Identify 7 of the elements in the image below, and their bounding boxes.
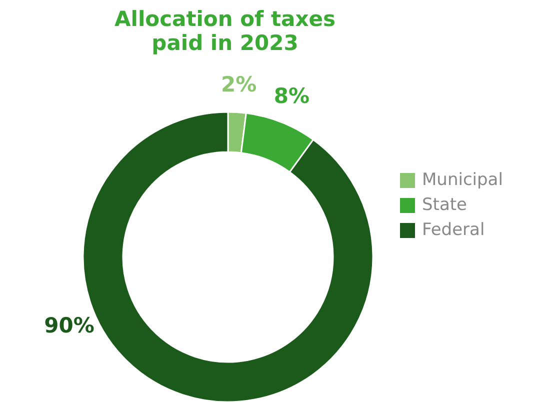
data-label: 90% — [44, 314, 94, 338]
legend-label: Federal — [422, 220, 485, 240]
data-label: 2% — [221, 72, 257, 96]
data-label: 8% — [274, 84, 310, 108]
chart-title: Allocation of taxes paid in 2023 — [114, 7, 336, 55]
legend-label: Municipal — [422, 170, 503, 190]
legend-label: State — [422, 195, 467, 215]
